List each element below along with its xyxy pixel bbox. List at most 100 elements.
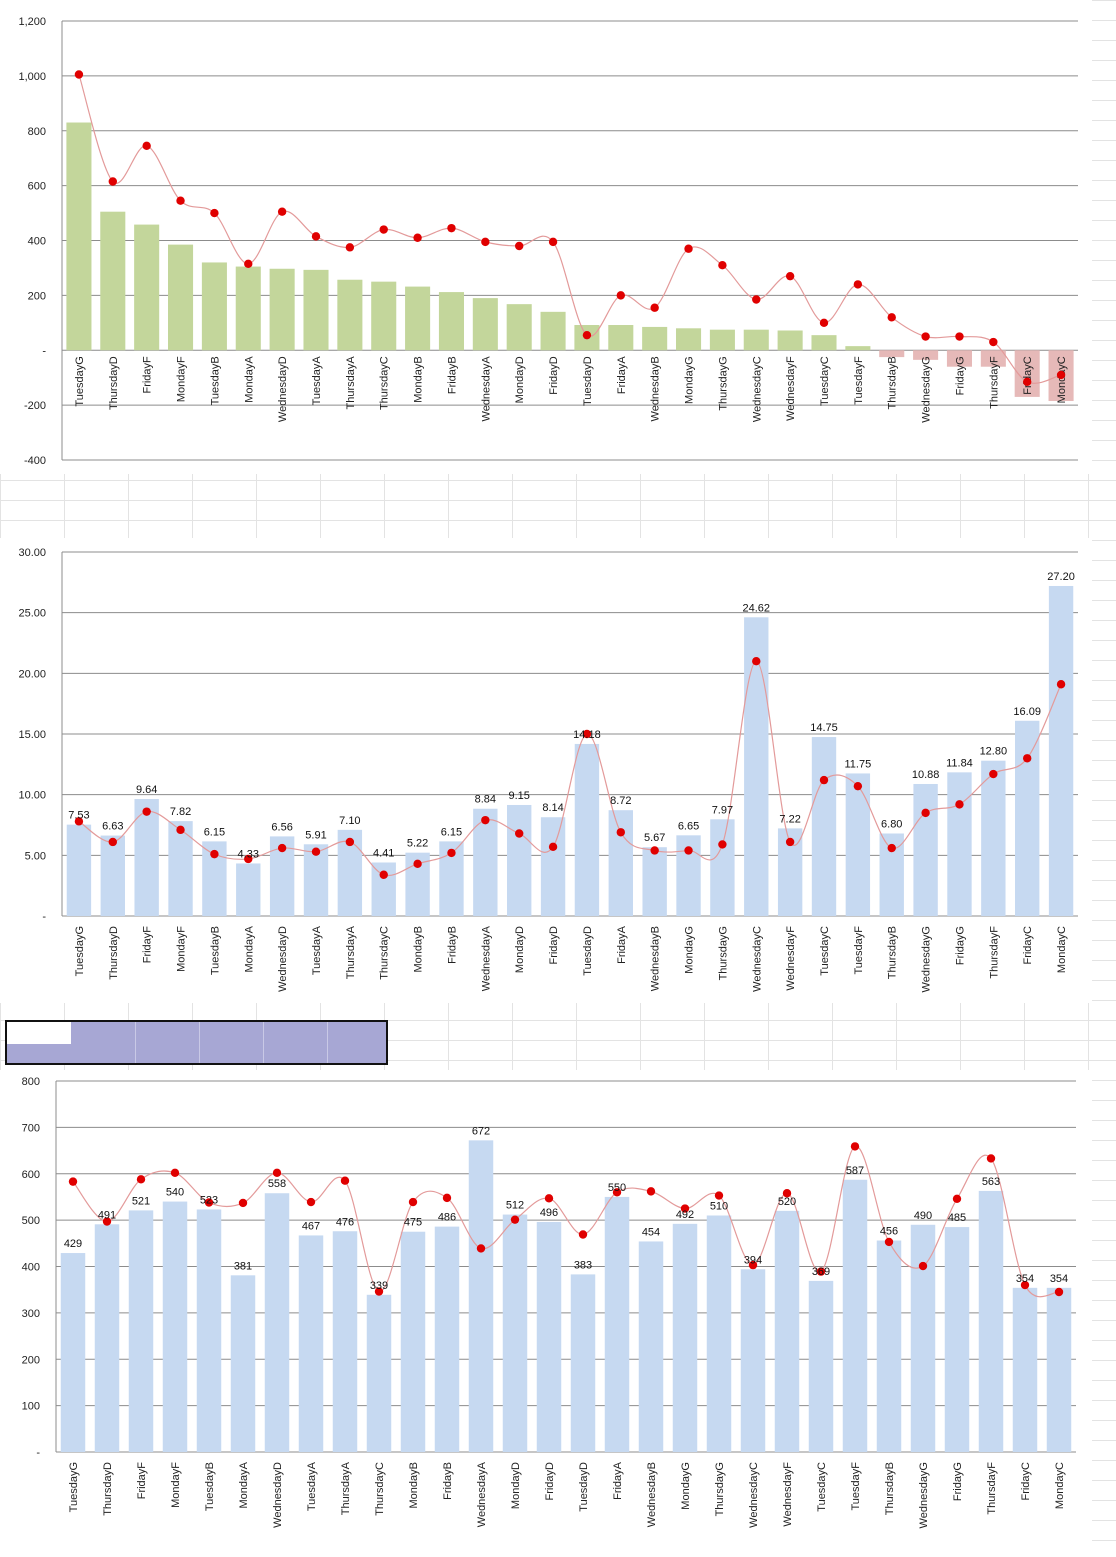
y-tick-label: -400 — [24, 455, 46, 467]
line-marker — [244, 854, 253, 864]
x-tick-label: ThursdayF — [988, 356, 1000, 409]
y-tick-label: 200 — [22, 1354, 40, 1366]
data-label: 5.91 — [305, 829, 326, 841]
bar — [94, 1224, 120, 1452]
data-label: 4.33 — [238, 848, 259, 860]
data-label: 6.15 — [441, 826, 462, 838]
data-label: 7.22 — [779, 813, 800, 825]
line-marker — [650, 303, 659, 312]
line-marker — [578, 1230, 588, 1239]
x-tick-label: TuesdayA — [311, 356, 323, 406]
line-marker — [238, 1198, 248, 1208]
line-marker — [718, 260, 727, 270]
line-marker — [210, 849, 219, 859]
y-tick-label: 700 — [22, 1122, 40, 1134]
data-label: 14.75 — [810, 722, 838, 734]
bar — [811, 335, 837, 351]
line-marker — [142, 807, 151, 816]
line-marker — [650, 846, 659, 855]
line-marker — [515, 829, 524, 838]
line-marker — [345, 837, 355, 847]
bar — [60, 1253, 86, 1452]
x-tick-label: MondayB — [413, 926, 425, 972]
data-label: 467 — [302, 1220, 320, 1232]
x-tick-label: WednesdayC — [748, 1462, 760, 1528]
x-tick-label: TuesdayF — [850, 1462, 862, 1511]
line-marker — [277, 207, 287, 216]
bar — [978, 1190, 1004, 1452]
x-tick-label: FridayG — [954, 356, 966, 395]
x-tick-label: MondayA — [238, 1461, 250, 1508]
line-marker — [850, 1142, 860, 1151]
line-marker — [718, 840, 727, 849]
x-tick-label: ThursdayD — [102, 1462, 114, 1516]
data-label: 550 — [608, 1182, 626, 1194]
x-tick-label: WednesdayB — [650, 926, 662, 991]
line-marker — [244, 259, 253, 269]
x-tick-label: WednesdayA — [476, 1461, 488, 1527]
bar — [66, 122, 92, 351]
line-marker — [74, 70, 84, 79]
line-marker — [853, 280, 863, 289]
y-tick-label: - — [42, 911, 46, 923]
data-label: 394 — [744, 1254, 762, 1266]
data-label: 354 — [1050, 1273, 1068, 1285]
data-label: 540 — [166, 1187, 184, 1199]
x-tick-label: FridayC — [1022, 356, 1034, 395]
data-label: 24.62 — [743, 602, 771, 614]
bar — [743, 329, 769, 351]
bar — [371, 281, 397, 351]
bar — [502, 1214, 528, 1452]
bar — [944, 1227, 970, 1452]
bar — [128, 1210, 154, 1452]
line-marker — [782, 1189, 792, 1198]
line-marker — [74, 817, 84, 826]
line-marker — [1022, 377, 1032, 387]
bar — [1015, 720, 1040, 916]
x-tick-label: FridayD — [548, 926, 560, 965]
data-label: 486 — [438, 1212, 456, 1224]
data-label: 4.41 — [373, 847, 394, 859]
cell-divider — [327, 1022, 328, 1063]
x-tick-label: WednesdayD — [277, 926, 289, 992]
line-marker — [680, 1204, 690, 1213]
y-tick-label: 1,000 — [18, 71, 46, 83]
cell-selection-range[interactable] — [5, 1020, 388, 1065]
x-tick-label: MondayF — [176, 356, 188, 402]
x-tick-label: ThursdayA — [345, 925, 357, 979]
line-marker — [748, 1260, 758, 1270]
x-tick-label: MondayA — [243, 356, 255, 403]
x-tick-label: TuesdayA — [306, 1461, 318, 1511]
bar — [910, 1224, 936, 1452]
bar — [507, 804, 532, 916]
cell-divider — [263, 1022, 264, 1063]
x-tick-label: FridayF — [142, 926, 154, 964]
y-tick-label: 5.00 — [25, 850, 46, 862]
chart-bottom: - 100 200 300 400 500 600 700 800 TuesdayG Thursda… — [0, 1070, 1092, 1557]
x-tick-label: ThursdayG — [717, 926, 729, 980]
y-tick-label: -200 — [24, 400, 46, 412]
line-marker — [887, 313, 896, 322]
data-label: 383 — [574, 1259, 592, 1271]
line-marker — [616, 828, 625, 837]
line-marker — [413, 233, 422, 242]
bar — [162, 1201, 188, 1452]
line-marker — [785, 837, 795, 847]
data-label: 6.15 — [204, 826, 225, 838]
bar — [574, 743, 600, 916]
y-tick-label: 15.00 — [18, 729, 46, 741]
cell-divider — [135, 1022, 136, 1063]
line-marker — [311, 232, 321, 241]
y-tick-label: 200 — [28, 290, 46, 302]
bar — [201, 262, 227, 351]
data-label: 510 — [710, 1200, 728, 1212]
bar — [1012, 1287, 1038, 1452]
x-tick-label: FridayA — [616, 925, 628, 964]
line-marker — [413, 859, 422, 869]
data-label: 521 — [132, 1195, 150, 1207]
bar — [400, 1231, 426, 1452]
line-marker — [646, 1187, 656, 1196]
line-marker — [204, 1198, 214, 1207]
bar — [710, 819, 735, 916]
